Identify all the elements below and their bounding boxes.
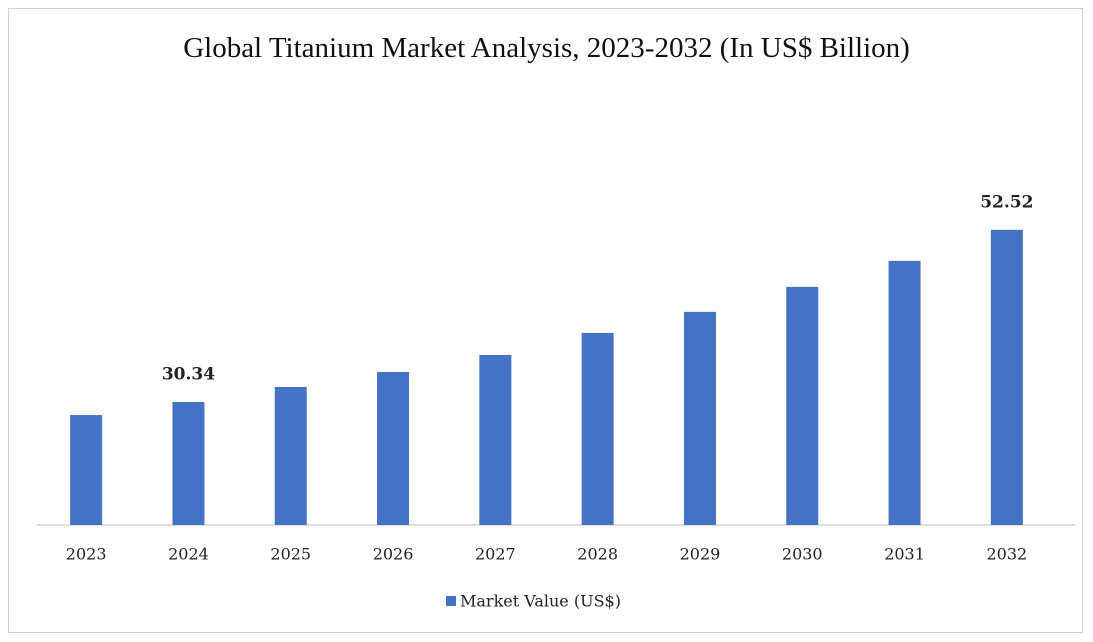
legend-swatch	[446, 596, 456, 606]
chart-frame	[8, 8, 1083, 633]
bar	[377, 371, 410, 525]
x-tick-label: 2030	[782, 545, 823, 564]
bar	[274, 386, 307, 525]
bar	[683, 311, 716, 525]
x-tick-label: 2032	[986, 545, 1027, 564]
x-tick-label: 2031	[884, 545, 925, 564]
bar	[70, 415, 103, 525]
bar	[990, 229, 1023, 525]
data-label: 30.34	[162, 365, 215, 385]
bar	[479, 354, 512, 525]
bar	[172, 402, 205, 525]
bar	[786, 286, 819, 525]
chart-title: Global Titanium Market Analysis, 2023-20…	[183, 32, 910, 64]
bar	[581, 332, 614, 525]
x-tick-label: 2029	[680, 545, 721, 564]
data-label: 52.52	[980, 192, 1033, 212]
x-tick-label: 2023	[66, 545, 107, 564]
x-tick-label: 2024	[168, 545, 209, 564]
x-tick-label: 2026	[373, 545, 414, 564]
x-tick-label: 2027	[475, 545, 516, 564]
x-tick-label: 2028	[577, 545, 618, 564]
bar	[888, 260, 921, 525]
x-tick-label: 2025	[270, 545, 311, 564]
legend-label: Market Value (US$)	[460, 592, 621, 611]
